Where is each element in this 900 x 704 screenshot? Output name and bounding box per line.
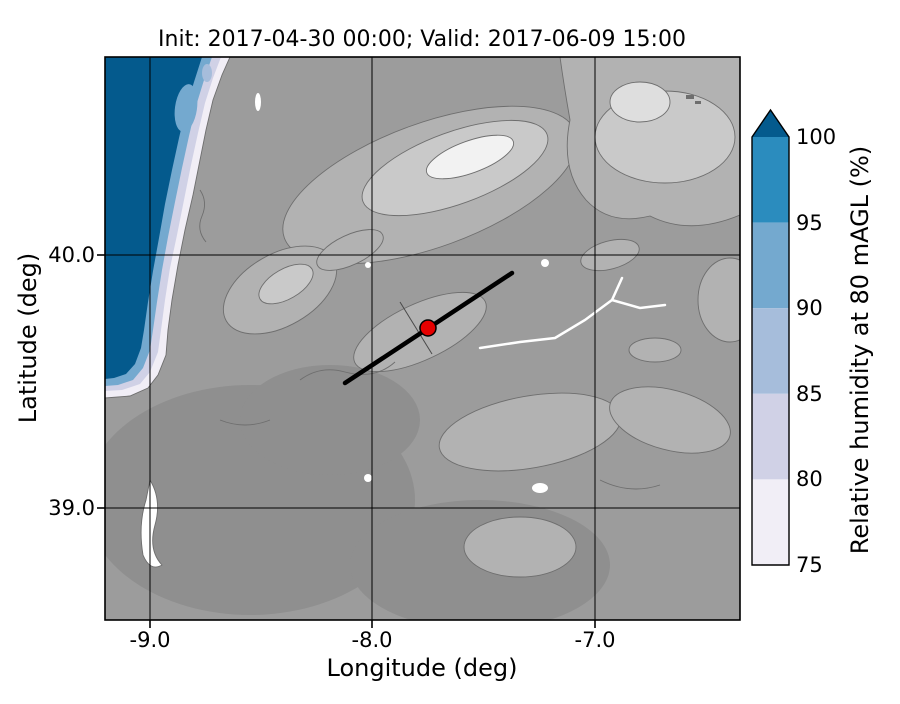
colorbar-segment	[752, 137, 789, 223]
colorbar-segment	[752, 308, 789, 394]
colorbar-segment	[752, 479, 789, 565]
plot-title: Init: 2017-04-30 00:00; Valid: 2017-06-0…	[158, 27, 686, 52]
colorbar-tick-label: 100	[796, 125, 836, 149]
rivers-lakes	[140, 93, 667, 568]
colorbar-tick-label: 95	[796, 211, 823, 235]
terrain-relief	[199, 57, 740, 578]
axis-tick-marks	[97, 254, 596, 628]
grid-lines	[105, 57, 740, 620]
site-marker	[419, 319, 437, 337]
colorbar-label: Relative humidity at 80 mAGL (%)	[846, 146, 874, 554]
colorbar-outline	[751, 108, 790, 566]
x-tick-label: -8.0	[352, 628, 393, 652]
y-tick-label: 40.0	[48, 243, 95, 267]
colorbar-extend-arrow	[752, 110, 789, 137]
colorbar-tick-label: 90	[796, 296, 823, 320]
map-area	[105, 57, 740, 620]
plot-frame	[104, 56, 741, 621]
x-tick-label: -9.0	[130, 628, 171, 652]
x-axis-label: Longitude (deg)	[327, 654, 518, 682]
colorbar-segment	[752, 393, 789, 480]
x-tick-label: -7.0	[575, 628, 616, 652]
colorbar-tick-label: 75	[796, 553, 823, 577]
y-axis-label: Latitude (deg)	[14, 253, 42, 423]
ocean-rh-fill	[105, 57, 231, 399]
y-tick-label: 39.0	[48, 496, 95, 520]
colorbar-tick-label: 80	[796, 467, 823, 491]
colorbar: 100 95 90 85 80 75 Relative humidity at …	[751, 108, 874, 577]
colorbar-segment	[752, 222, 789, 309]
colorbar-tick-label: 85	[796, 382, 823, 406]
